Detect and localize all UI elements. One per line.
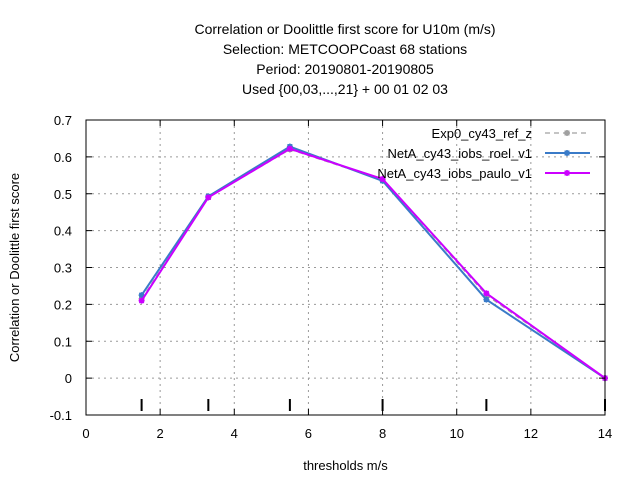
- series-line: [140, 145, 606, 379]
- legend-label: NetA_cy43_iobs_paulo_v1: [377, 166, 532, 181]
- data-point: [138, 292, 145, 299]
- series-lines: [138, 143, 608, 382]
- legend-label: NetA_cy43_iobs_roel_v1: [387, 146, 532, 161]
- legend-marker: [564, 150, 570, 156]
- y-tick-label: 0.4: [54, 224, 72, 239]
- x-axis-label: thresholds m/s: [303, 458, 388, 473]
- title-line: Selection: METCOOPCoast 68 stations: [223, 41, 467, 57]
- y-tick-label: -0.1: [50, 408, 72, 423]
- series-Exp0_cy43_ref_z: [138, 146, 608, 382]
- data-point: [483, 296, 490, 303]
- y-tick-label: 0.5: [54, 187, 72, 202]
- y-tick-label: 0.3: [54, 261, 72, 276]
- x-tick-label: 0: [82, 426, 89, 441]
- data-point: [286, 145, 293, 152]
- y-axis-label: Correlation or Doolittle first score: [7, 173, 22, 362]
- y-tick-label: 0.7: [54, 113, 72, 128]
- x-tick-label: 2: [157, 426, 164, 441]
- legend-label: Exp0_cy43_ref_z: [432, 126, 532, 141]
- title-line: Correlation or Doolittle first score for…: [194, 21, 495, 37]
- x-tick-label: 10: [449, 426, 463, 441]
- series-NetA_cy43_iobs_roel_v1: [138, 143, 608, 382]
- legend-entry: Exp0_cy43_ref_z: [432, 126, 590, 141]
- y-tick-label: 0.6: [54, 150, 72, 165]
- series-line: [140, 147, 606, 379]
- legend-entry: NetA_cy43_iobs_paulo_v1: [377, 166, 590, 181]
- legend-marker: [564, 130, 570, 136]
- title-line: Used {00,03,...,21} + 00 01 02 03: [242, 81, 448, 97]
- y-tick-label: 0.1: [54, 334, 72, 349]
- data-point: [138, 297, 145, 304]
- y-tick-label: 0.2: [54, 297, 72, 312]
- data-point: [379, 176, 386, 182]
- threshold-markers: [140, 399, 606, 411]
- title-line: Period: 20190801-20190805: [256, 61, 434, 77]
- legend-entry: NetA_cy43_iobs_roel_v1: [387, 146, 590, 161]
- series-NetA_cy43_iobs_paulo_v1: [138, 145, 608, 382]
- x-tick-label: 14: [598, 426, 612, 441]
- axis-ticks: [85, 119, 606, 416]
- legend: Exp0_cy43_ref_z NetA_cy43_iobs_roel_v1 Net…: [377, 126, 590, 181]
- x-tick-label: 6: [305, 426, 312, 441]
- x-tick-label: 12: [524, 426, 538, 441]
- y-tick-label: 0: [65, 371, 72, 386]
- x-tick-label: 4: [231, 426, 238, 441]
- legend-marker: [564, 170, 570, 176]
- data-point: [205, 194, 212, 201]
- tick-labels: 0 2 4 6 8 10 12 14 -0.1 0 0.1 0.2 0.3 0.4 0.5 0.6 0.7: [50, 113, 613, 441]
- series-line: [141, 148, 606, 379]
- chart-title: Correlation or Doolittle first score for…: [194, 21, 495, 97]
- data-point: [483, 290, 490, 297]
- grid: [86, 120, 605, 415]
- x-tick-label: 8: [379, 426, 386, 441]
